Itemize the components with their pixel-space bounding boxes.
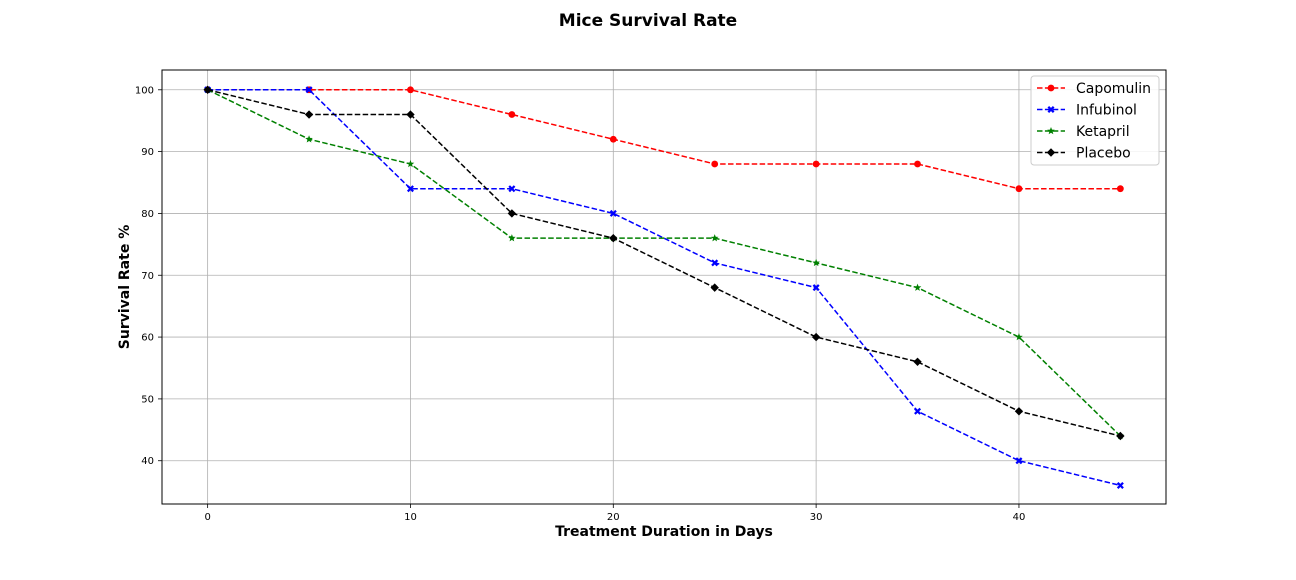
series-lines xyxy=(203,85,1125,489)
data-point-placebo xyxy=(304,110,314,119)
x-tick-label: 0 xyxy=(204,512,210,523)
data-point-infubinol xyxy=(1015,457,1023,465)
series-line-ketapril xyxy=(207,89,1121,437)
data-point-infubinol xyxy=(305,86,313,94)
data-point-capomulin xyxy=(1015,185,1023,193)
chart-title: Mice Survival Rate xyxy=(559,11,737,31)
legend-label-capomulin: Capomulin xyxy=(1076,81,1151,97)
x-tick-label: 40 xyxy=(1013,512,1026,523)
y-tick-label: 80 xyxy=(141,209,154,220)
axis-ticks: 0 10 20 30 40 40 50 60 70 80 90 100 xyxy=(135,85,1025,523)
data-point-ketapril xyxy=(913,283,922,291)
data-point-capomulin xyxy=(914,160,921,168)
data-point-ketapril xyxy=(812,258,820,267)
data-point-ketapril xyxy=(710,234,719,242)
data-point-ketapril xyxy=(305,135,313,143)
plot-area-frame xyxy=(161,69,1167,505)
legend-marker-capomulin xyxy=(1047,84,1055,92)
data-point-placebo xyxy=(609,233,618,243)
data-point-placebo xyxy=(1116,431,1125,441)
data-point-capomulin xyxy=(609,135,617,143)
series-placebo xyxy=(203,85,1125,441)
data-point-infubinol xyxy=(711,259,719,267)
series-line-infubinol xyxy=(207,89,1121,487)
legend-item-infubinol: Infubinol xyxy=(1037,103,1137,119)
y-tick-label: 100 xyxy=(135,85,154,96)
x-tick-label: 30 xyxy=(810,512,823,523)
data-point-infubinol xyxy=(1116,481,1124,489)
x-tick-label: 10 xyxy=(404,512,417,523)
x-axis-label: Treatment Duration in Days xyxy=(555,524,773,540)
y-tick-label: 40 xyxy=(141,456,154,467)
legend-marker-placebo xyxy=(1046,148,1056,157)
data-point-placebo xyxy=(203,85,212,94)
grid xyxy=(162,70,1166,504)
legend-label-placebo: Placebo xyxy=(1076,146,1131,162)
data-point-infubinol xyxy=(508,185,516,193)
y-tick-label: 60 xyxy=(141,333,154,344)
legend-label-infubinol: Infubinol xyxy=(1076,103,1137,119)
data-point-infubinol xyxy=(812,284,820,292)
y-axis-label: Survival Rate % xyxy=(117,225,133,349)
data-point-ketapril xyxy=(508,234,516,242)
data-point-capomulin xyxy=(1116,185,1124,193)
x-tick-label: 20 xyxy=(607,512,620,523)
data-point-placebo xyxy=(913,357,922,367)
data-point-infubinol xyxy=(406,185,414,193)
y-tick-label: 90 xyxy=(141,147,154,158)
data-point-capomulin xyxy=(407,86,414,94)
series-line-capomulin xyxy=(207,89,1121,190)
data-point-ketapril xyxy=(1015,333,1023,341)
data-point-capomulin xyxy=(711,160,719,168)
data-point-ketapril xyxy=(406,159,415,168)
legend: Capomulin Infubinol Ketapril Placebo xyxy=(1030,75,1160,166)
legend-item-ketapril: Ketapril xyxy=(1037,124,1130,140)
legend-item-placebo: Placebo xyxy=(1037,146,1131,162)
series-capomulin xyxy=(204,86,1124,193)
data-point-capomulin xyxy=(812,160,820,168)
legend-marker-infubinol xyxy=(1047,106,1055,113)
data-point-placebo xyxy=(507,209,517,218)
data-point-infubinol xyxy=(914,407,922,415)
series-line-placebo xyxy=(207,89,1121,437)
data-point-placebo xyxy=(710,283,719,292)
data-point-placebo xyxy=(811,332,821,342)
y-tick-label: 70 xyxy=(141,271,154,282)
legend-item-capomulin: Capomulin xyxy=(1037,81,1151,97)
legend-label-ketapril: Ketapril xyxy=(1076,124,1130,140)
data-point-capomulin xyxy=(508,111,516,118)
legend-marker-ketapril xyxy=(1047,127,1055,135)
data-point-placebo xyxy=(1014,407,1024,416)
data-point-infubinol xyxy=(609,209,617,217)
legend-box xyxy=(1030,75,1160,166)
data-point-placebo xyxy=(406,110,415,119)
y-tick-label: 50 xyxy=(141,394,154,405)
